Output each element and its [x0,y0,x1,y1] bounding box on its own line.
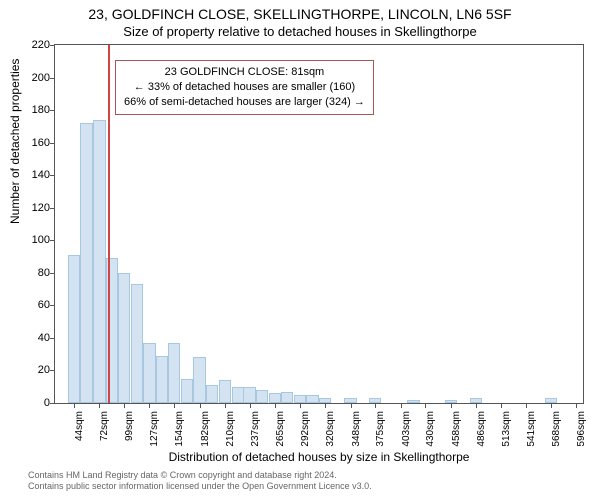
y-tick [50,110,55,111]
chart-title-main: 23, GOLDFINCH CLOSE, SKELLINGTHORPE, LIN… [0,6,600,22]
y-tick [50,240,55,241]
x-tick-label: 458sqm [451,411,462,447]
x-tick-label: 348sqm [351,411,362,447]
histogram-bar [181,379,193,403]
y-tick [50,370,55,371]
y-tick-label: 40 [10,332,50,344]
histogram-bar [206,385,218,403]
histogram-bar [294,395,306,403]
y-tick-label: 220 [10,39,50,51]
footer-line-2: Contains public sector information licen… [28,481,372,492]
y-tick [50,403,55,404]
y-tick [50,78,55,79]
x-tick-label: 292sqm [300,411,311,447]
histogram-bar [118,273,130,403]
histogram-bar [193,357,205,403]
callout-line: 66% of semi-detached houses are larger (… [124,95,365,110]
x-tick [401,403,402,408]
histogram-bar [168,343,180,403]
histogram-bar [219,380,231,403]
x-tick-label: 44sqm [74,411,85,441]
x-tick [225,403,226,408]
histogram-bar [281,392,293,403]
histogram-bar [256,390,268,403]
y-tick-label: 100 [10,234,50,246]
y-tick [50,208,55,209]
footer-attribution: Contains HM Land Registry data © Crown c… [28,470,372,492]
y-tick [50,45,55,46]
x-tick-label: 237sqm [250,411,261,447]
x-tick-label: 403sqm [401,411,412,447]
x-tick [275,403,276,408]
x-tick [501,403,502,408]
x-tick-label: 541sqm [526,411,537,447]
y-tick-label: 0 [10,397,50,409]
histogram-bar [68,255,80,403]
x-tick-label: 568sqm [551,411,562,447]
x-tick [149,403,150,408]
x-tick-label: 265sqm [275,411,286,447]
x-tick [200,403,201,408]
x-tick-label: 320sqm [325,411,336,447]
histogram-bar [306,395,318,403]
chart-title-sub: Size of property relative to detached ho… [0,24,600,39]
x-tick [325,403,326,408]
y-tick [50,143,55,144]
y-tick-label: 80 [10,267,50,279]
x-tick [351,403,352,408]
y-tick-label: 20 [10,364,50,376]
y-tick-label: 200 [10,72,50,84]
x-tick [250,403,251,408]
x-tick [174,403,175,408]
histogram-bar [243,387,255,403]
x-tick [300,403,301,408]
x-tick [476,403,477,408]
x-axis-label: Distribution of detached houses by size … [54,450,584,464]
histogram-bar [131,284,143,403]
histogram-bar [143,343,155,403]
x-tick-label: 127sqm [149,411,160,447]
x-tick-label: 513sqm [501,411,512,447]
x-tick [551,403,552,408]
y-tick [50,305,55,306]
x-tick [99,403,100,408]
x-tick-label: 210sqm [225,411,236,447]
x-tick-label: 99sqm [124,411,135,441]
x-tick [74,403,75,408]
x-tick-label: 430sqm [425,411,436,447]
x-tick [375,403,376,408]
y-tick [50,338,55,339]
highlight-marker-line [108,45,110,403]
x-tick [526,403,527,408]
y-tick-label: 120 [10,202,50,214]
y-tick-label: 180 [10,104,50,116]
footer-line-1: Contains HM Land Registry data © Crown c… [28,470,372,481]
x-tick-label: 154sqm [174,411,185,447]
callout-line: 23 GOLDFINCH CLOSE: 81sqm [124,65,365,80]
x-tick-label: 486sqm [476,411,487,447]
histogram-bar [93,120,105,403]
x-tick [425,403,426,408]
y-tick-label: 140 [10,169,50,181]
plot-area: 23 GOLDFINCH CLOSE: 81sqm← 33% of detach… [54,44,584,404]
histogram-bar [232,387,244,403]
histogram-bar [407,400,419,403]
histogram-bar [156,356,168,403]
x-tick-label: 375sqm [375,411,386,447]
histogram-bar [80,123,92,403]
histogram-bar [269,393,281,403]
callout-line: ← 33% of detached houses are smaller (16… [124,80,365,95]
x-tick-label: 182sqm [200,411,211,447]
x-tick [451,403,452,408]
x-tick [576,403,577,408]
highlight-callout: 23 GOLDFINCH CLOSE: 81sqm← 33% of detach… [115,60,374,115]
y-tick-label: 60 [10,299,50,311]
x-tick [124,403,125,408]
x-tick-label: 596sqm [576,411,587,447]
y-tick-label: 160 [10,137,50,149]
x-tick-label: 72sqm [99,411,110,441]
y-tick [50,273,55,274]
y-tick [50,175,55,176]
